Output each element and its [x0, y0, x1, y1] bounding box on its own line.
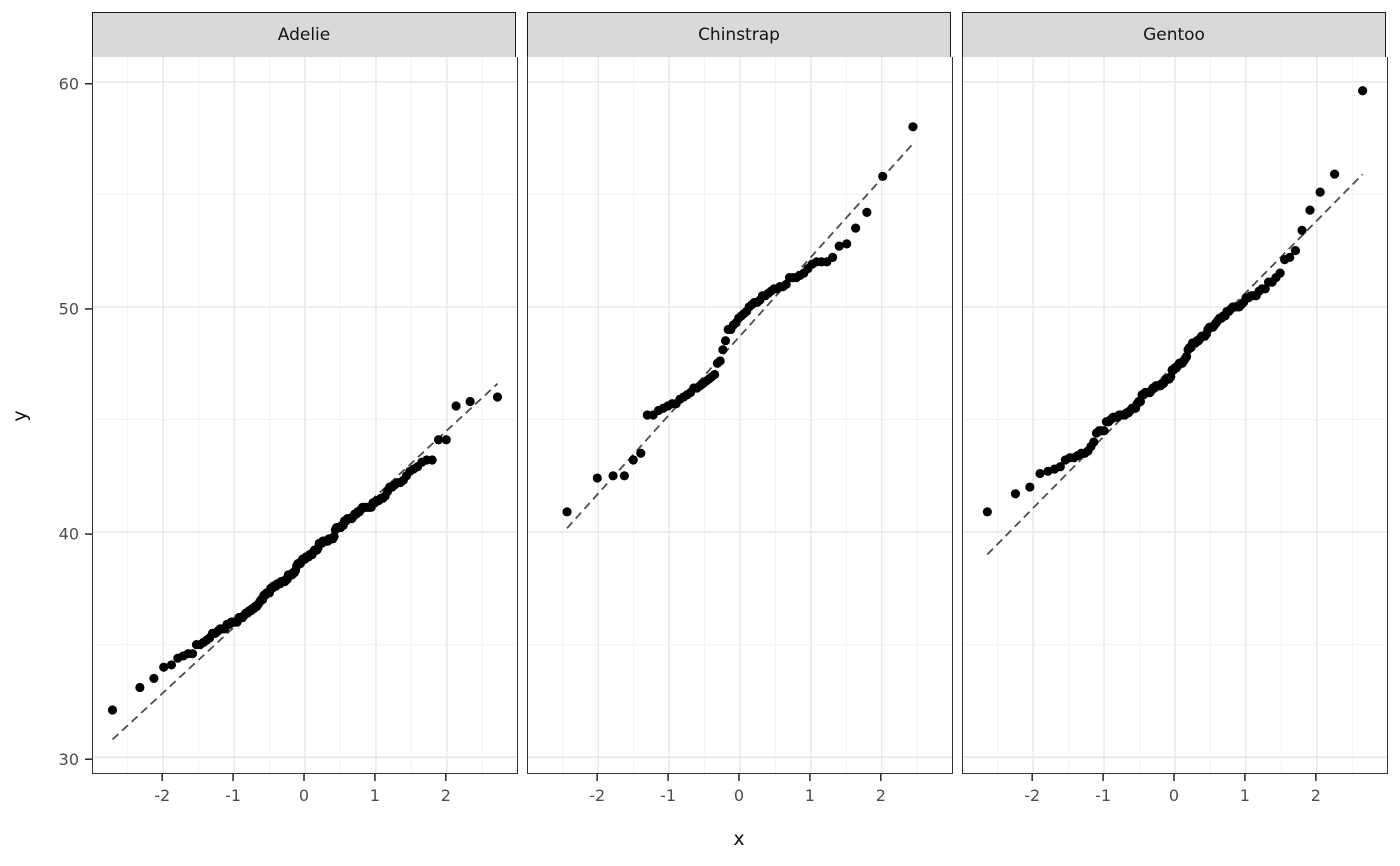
svg-text:-1: -1 [1095, 786, 1111, 805]
x-axis-title: x [733, 828, 745, 850]
panel-gentoo [962, 57, 1388, 774]
svg-text:-1: -1 [225, 786, 241, 805]
x-axis-adelie: -2 -1 0 1 2 [92, 774, 516, 814]
x-axis-chinstrap: -2 -1 0 1 2 [527, 774, 951, 814]
svg-text:30: 30 [59, 750, 79, 769]
x-axis-gentoo: -2 -1 0 1 2 [962, 774, 1386, 814]
svg-text:50: 50 [59, 300, 79, 319]
facet-chinstrap: Chinstrap -2 -1 0 1 2 [527, 12, 953, 814]
svg-text:40: 40 [59, 525, 79, 544]
svg-text:0: 0 [299, 786, 309, 805]
svg-text:0: 0 [1169, 786, 1179, 805]
facet-label: Gentoo [1143, 25, 1205, 45]
panel-adelie [92, 57, 518, 774]
svg-text:2: 2 [441, 786, 451, 805]
facet-adelie: Adelie -2 -1 0 1 2 [92, 12, 518, 814]
svg-text:-2: -2 [154, 786, 170, 805]
facet-strip-gentoo: Gentoo [962, 12, 1386, 58]
facet-gentoo: Gentoo -2 -1 0 1 2 [962, 12, 1388, 814]
svg-text:-2: -2 [1024, 786, 1040, 805]
svg-text:-2: -2 [589, 786, 605, 805]
svg-text:1: 1 [370, 786, 380, 805]
svg-text:1: 1 [805, 786, 815, 805]
facet-strip-chinstrap: Chinstrap [527, 12, 951, 58]
svg-text:60: 60 [59, 74, 79, 93]
facet-label: Chinstrap [698, 25, 780, 45]
svg-text:2: 2 [1311, 786, 1321, 805]
panel-chinstrap [527, 57, 953, 774]
svg-text:1: 1 [1240, 786, 1250, 805]
facet-label: Adelie [277, 25, 331, 45]
y-axis: 30 40 50 60 [59, 74, 92, 769]
facet-strip-adelie: Adelie [92, 12, 516, 58]
svg-text:2: 2 [876, 786, 886, 805]
facet-panels: Adelie -2 -1 0 1 2 Chinstrap -2 -1 0 1 2 Gentoo [92, 12, 1388, 814]
svg-text:-1: -1 [660, 786, 676, 805]
svg-text:0: 0 [734, 786, 744, 805]
